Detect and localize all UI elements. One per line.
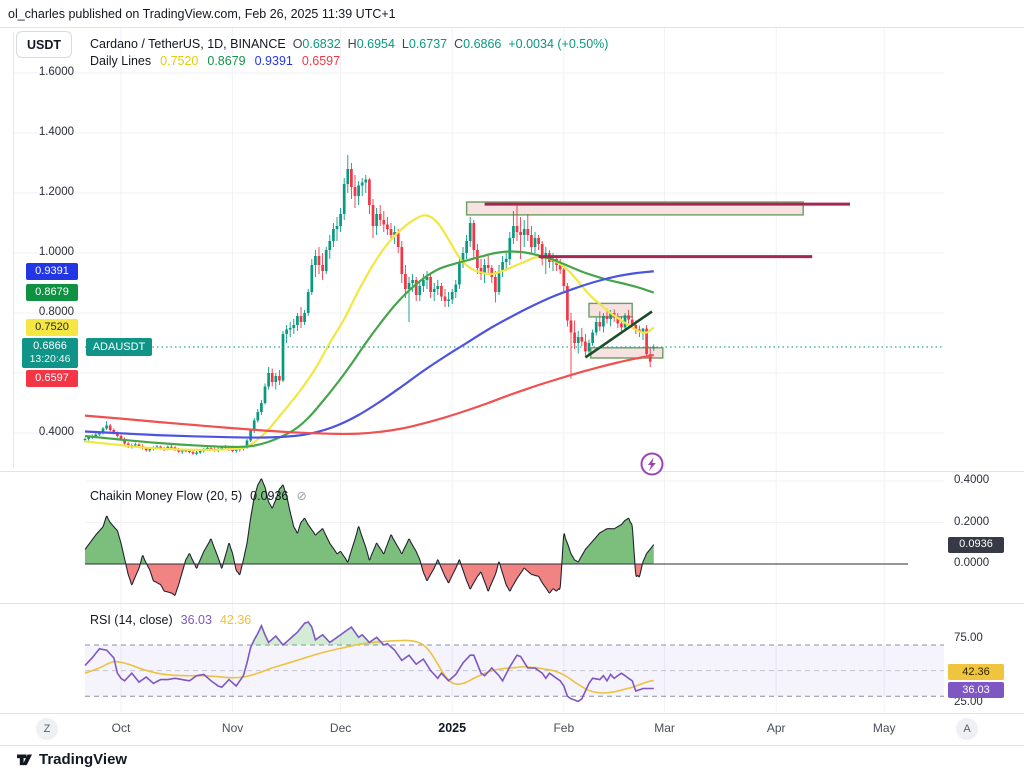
- gridlines: [13, 28, 944, 712]
- main-price-pane: [83, 154, 850, 456]
- hide-indicator-icon[interactable]: ⊘: [296, 489, 307, 503]
- cmf-negative-area: [85, 564, 654, 596]
- rsi-line: [84, 621, 654, 703]
- time-axis-label[interactable]: Dec: [329, 721, 352, 735]
- cmf-positive-area: [85, 478, 654, 564]
- flash-marker: [640, 452, 664, 476]
- daily-line-yellow: [84, 214, 655, 451]
- cmf-pane: [84, 478, 908, 596]
- scroll-right-button[interactable]: A: [956, 718, 978, 740]
- time-axis-label[interactable]: Mar: [654, 721, 675, 735]
- trendline: [584, 310, 653, 359]
- daily-line-blue: [84, 270, 654, 439]
- daily-line-green: [84, 250, 655, 449]
- time-axis-label[interactable]: 2025: [438, 721, 467, 735]
- lightning-icon: [648, 457, 656, 471]
- scroll-left-button[interactable]: Z: [36, 718, 58, 740]
- rsi-overbought-shade: [243, 621, 402, 645]
- cmf-line: [84, 478, 655, 596]
- time-axis-label[interactable]: Oct: [111, 721, 131, 735]
- daily-line-red: [84, 354, 655, 436]
- time-axis-label[interactable]: Feb: [553, 721, 575, 735]
- candles: [83, 154, 656, 456]
- currency-toggle-button[interactable]: USDT: [16, 31, 72, 58]
- time-axis-label[interactable]: Apr: [766, 721, 786, 735]
- pane-chrome: [0, 27, 1024, 746]
- rsi-pane: [84, 621, 944, 703]
- time-axis-label[interactable]: May: [872, 721, 896, 735]
- time-axis-label[interactable]: Nov: [221, 721, 244, 735]
